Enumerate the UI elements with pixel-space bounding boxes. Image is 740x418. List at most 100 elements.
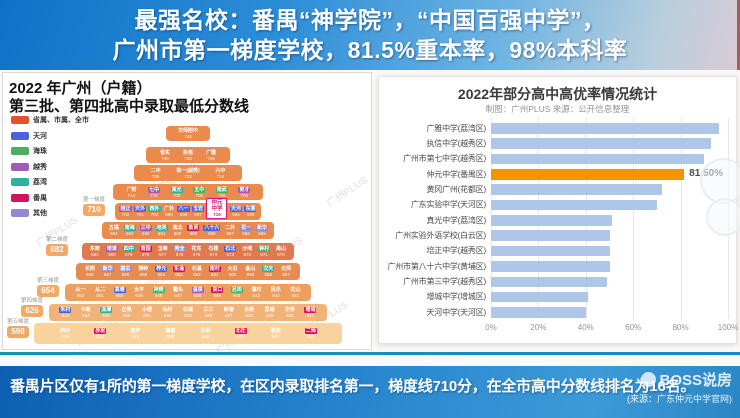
bar-chart-title: 2022年部分高中高优率情况统计 xyxy=(457,86,658,102)
school-score: 706 xyxy=(195,192,203,198)
school-score: 650 xyxy=(115,293,124,298)
bar xyxy=(491,153,705,165)
school-name: 钟村 xyxy=(258,246,271,252)
school-score: 663 xyxy=(175,272,183,277)
school-score: 693 xyxy=(126,231,134,236)
legend-swatch xyxy=(11,178,29,186)
school-chip: 真光 708 xyxy=(170,186,183,198)
bar xyxy=(491,261,610,272)
pyramid-row: 华师附中 744 xyxy=(166,126,210,141)
gradient-callout: 第五梯度 598 xyxy=(7,319,29,338)
school-score: 681 xyxy=(91,252,99,257)
school-chip: 花一 686 xyxy=(240,225,253,236)
school-name: 石基 xyxy=(191,266,202,272)
school-score: 647 xyxy=(174,293,182,298)
bar-category-label: 广州市第八十六中学(黄埔区) xyxy=(387,261,486,271)
school-chip: 南村 661 xyxy=(208,266,221,277)
school-name: 三中 xyxy=(139,225,152,231)
school-score: 631 xyxy=(143,313,151,318)
school-name: 培英 xyxy=(155,225,168,231)
school-chip-highlighted: 仲元中学 710 xyxy=(206,197,228,219)
school-chip: 南国 678 xyxy=(139,246,152,257)
school-name: 汉天 xyxy=(262,266,275,272)
school-score: 624 xyxy=(286,313,294,318)
school-chip: 南海 693 xyxy=(123,225,136,236)
school-chip: 正果 632 xyxy=(121,307,133,318)
school-score: 702 xyxy=(121,212,130,217)
school-name: 七中 xyxy=(148,186,161,193)
school-name: 赤坭 xyxy=(94,328,107,334)
school-score: 652 xyxy=(76,293,85,298)
school-name: 花一 xyxy=(240,225,253,231)
school-chip: 石基 662 xyxy=(191,266,203,277)
school-name: 梯面 xyxy=(165,328,176,334)
bar-category-label: 广雅中学(荔湾区) xyxy=(426,123,486,133)
school-chip: 圆玄 666 xyxy=(119,266,132,277)
school-score: 634 xyxy=(82,313,90,318)
gradient-callout-score: 710 xyxy=(83,204,105,216)
school-name: 增城 xyxy=(304,307,317,313)
school-score: 644 xyxy=(233,293,241,298)
school-chip: 培英 691 xyxy=(155,225,168,236)
school-name: 禺山 xyxy=(276,246,287,252)
school-name: 派潭 xyxy=(100,307,113,313)
school-score: 726 xyxy=(151,173,160,179)
school-score: 643 xyxy=(252,293,261,298)
school-score: 660 xyxy=(228,272,237,277)
bar-category-label: 黄冈广州(花都区) xyxy=(426,184,486,194)
bar-category-label: 广州实验外语学校(白云区) xyxy=(395,230,486,240)
school-name: 金山 xyxy=(245,266,256,272)
school-name: 北师 xyxy=(281,266,292,272)
school-score: 696 xyxy=(232,212,240,217)
source-credit: (来源：广东仲元中学官网) xyxy=(627,394,732,404)
school-score: 648 xyxy=(154,293,163,298)
school-score: 667 xyxy=(103,272,112,277)
school-score: 662 xyxy=(193,272,201,277)
legend-item: 其他 xyxy=(11,208,47,218)
school-score: 676 xyxy=(175,252,184,257)
school-name: 四中 xyxy=(122,246,135,252)
school-score: 626 xyxy=(245,313,253,318)
school-name: 朱村 xyxy=(59,307,72,313)
school-chip: 二中 726 xyxy=(150,168,162,179)
x-axis-tick: 0% xyxy=(485,323,497,332)
school-name: 新华 xyxy=(101,266,114,272)
bar xyxy=(491,276,608,287)
school-score: 692 xyxy=(141,231,150,236)
school-score: 688 xyxy=(208,231,216,236)
school-chip: 培正 702 xyxy=(119,206,132,217)
school-name: 鳌头 xyxy=(173,287,184,293)
school-name: 培正 xyxy=(119,206,132,212)
school-score: 630 xyxy=(163,313,172,318)
boss-watermark-text: BOSS说房 xyxy=(659,372,732,389)
school-score: 694 xyxy=(110,231,118,236)
school-name: 温泉 xyxy=(191,287,204,293)
school-chip: 新华 685 xyxy=(256,225,269,236)
school-name: 灌村 xyxy=(251,287,262,293)
school-chip: 温泉 646 xyxy=(191,287,204,298)
school-score: 602 xyxy=(272,334,280,339)
school-name: 天外 xyxy=(133,206,146,212)
pyramid-row: 朱村 635 中新 634 派潭 633 正果 632 小楼 631 仙村 630 石滩 629 三江 628… xyxy=(49,304,327,321)
school-name: 石楼 xyxy=(208,246,219,252)
gridline xyxy=(728,117,729,319)
gradient-callout-score: 598 xyxy=(7,326,29,338)
school-name: 玉岩 xyxy=(191,206,204,212)
school-name: 沙湾 xyxy=(242,246,253,252)
school-chip: 广雅 728 xyxy=(205,150,217,161)
boss-watermark: BOSS说房 xyxy=(641,369,732,390)
school-chip: 二师 600 xyxy=(304,328,317,339)
school-score: 710 xyxy=(213,211,221,217)
school-score: 700 xyxy=(150,212,159,217)
x-axis-tick: 40% xyxy=(577,323,594,332)
school-score: 698 xyxy=(179,212,188,217)
school-score: 666 xyxy=(121,272,130,277)
bar-category-label: 增城中学(增城区) xyxy=(426,292,486,302)
pyramid-row: 二中 726 铁一(越秀) 712 六中 714 xyxy=(134,165,242,181)
school-chip: 汉天 658 xyxy=(262,266,275,277)
legend-swatch xyxy=(11,116,29,124)
gradient-callout-score: 626 xyxy=(21,305,43,317)
school-name: 梓元 xyxy=(155,266,168,272)
school-chip: 铁一(越秀) 712 xyxy=(175,168,200,179)
bar xyxy=(491,215,612,226)
